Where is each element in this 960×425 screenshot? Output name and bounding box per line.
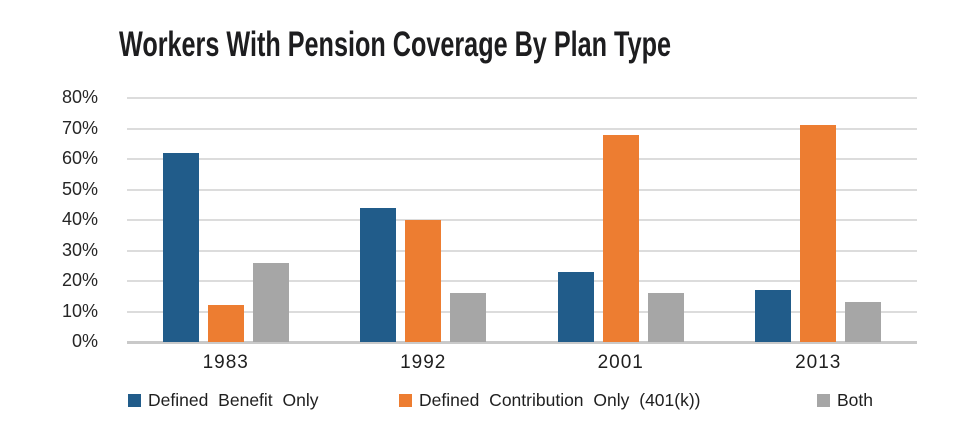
gridline	[127, 127, 917, 130]
y-tick-label: 10%	[61, 300, 98, 321]
gridline	[127, 249, 917, 252]
legend-swatch-icon	[128, 394, 141, 407]
bar	[252, 263, 289, 342]
legend-item: Defined Contribution Only (401(k))	[399, 390, 701, 411]
gridline	[127, 97, 917, 99]
bar	[162, 153, 199, 342]
legend: Defined Benefit Only Defined Contribution…	[0, 390, 960, 412]
bar	[845, 302, 882, 342]
y-tick-label: 70%	[61, 117, 98, 138]
gridline	[127, 280, 917, 282]
x-tick-label: 1992	[400, 352, 447, 373]
bar	[450, 293, 487, 342]
y-tick-label: 0%	[71, 331, 98, 351]
legend-swatch-icon	[399, 394, 412, 407]
bar	[360, 208, 397, 342]
bar	[755, 290, 792, 342]
bar	[602, 135, 639, 342]
y-tick-label: 20%	[61, 270, 98, 290]
bar	[800, 125, 837, 342]
bar	[647, 293, 684, 342]
legend-item: Defined Benefit Only	[128, 390, 319, 411]
gridline	[127, 310, 917, 313]
plot-area	[127, 97, 917, 344]
legend-item: Both	[817, 390, 873, 411]
bar-groups	[127, 98, 917, 342]
bar	[207, 305, 244, 342]
bar-group-2001	[522, 98, 720, 342]
bar-group-1992	[325, 98, 523, 342]
x-axis-labels: 1983 1992 2001 2013	[127, 352, 917, 374]
legend-label: Defined Benefit Only	[148, 390, 319, 410]
x-tick-label: 1983	[202, 352, 249, 373]
legend-label: Defined Contribution Only (401(k))	[419, 390, 701, 410]
x-tick-label: 2001	[597, 352, 644, 373]
bar-group-1983	[127, 98, 325, 342]
y-tick-label: 30%	[61, 239, 98, 260]
x-tick-label: 2013	[795, 352, 842, 373]
y-tick-label: 60%	[61, 148, 98, 168]
gridline	[127, 219, 917, 221]
gridline	[127, 158, 917, 160]
bar	[405, 220, 442, 342]
bar-group-2013	[720, 98, 918, 342]
gridline	[127, 188, 917, 191]
y-tick-label: 50%	[61, 178, 98, 199]
y-tick-label: 80%	[61, 87, 98, 107]
y-axis-labels: 80% 70% 60% 50% 40% 30% 20% 10% 0%	[36, 87, 112, 351]
legend-swatch-icon	[817, 394, 830, 407]
y-tick-label: 40%	[61, 209, 98, 229]
x-axis-line	[127, 341, 917, 344]
bar	[557, 272, 594, 342]
chart-title: Workers With Pension Coverage By Plan Ty…	[119, 25, 671, 64]
legend-label: Both	[837, 390, 873, 410]
